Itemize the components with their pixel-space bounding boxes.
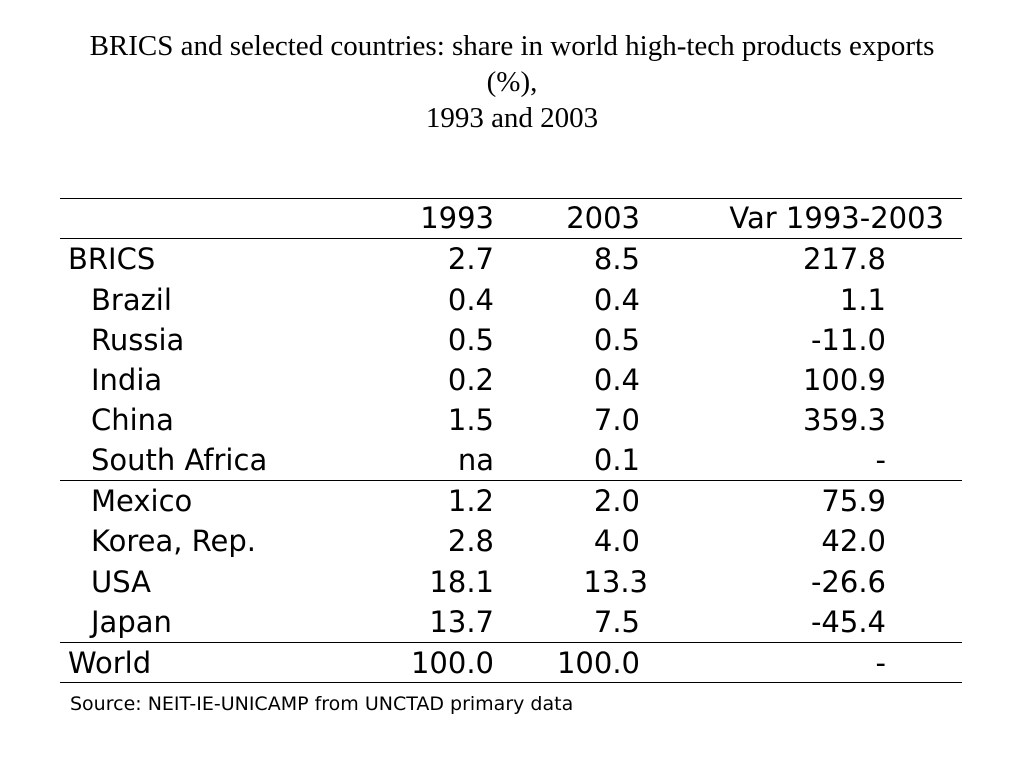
cell-1993: 0.4 xyxy=(447,283,494,317)
cell-var: 42.0 xyxy=(821,524,886,558)
title-line-1: BRICS and selected countries: share in w… xyxy=(89,30,935,62)
cell-var: -26.6 xyxy=(810,565,886,599)
cell-var: 75.9 xyxy=(821,484,886,518)
cell-var: -11.0 xyxy=(810,323,886,357)
row-name: South Africa xyxy=(91,443,268,477)
cell-1993: 1.2 xyxy=(447,484,494,518)
table-top-rule xyxy=(60,198,962,199)
cell-var: - xyxy=(875,443,886,477)
row-name: China xyxy=(91,403,174,437)
title-line-3: 1993 and 2003 xyxy=(425,102,599,134)
cell-var: 217.8 xyxy=(802,242,886,276)
header-var: Var 1993-2003 xyxy=(729,201,944,235)
cell-1993: 13.7 xyxy=(429,605,494,639)
cell-1993: 18.1 xyxy=(429,565,494,599)
world-top-rule xyxy=(60,642,962,643)
row-name: Russia xyxy=(91,323,185,357)
row-name: Japan xyxy=(91,605,172,639)
row-name: Korea, Rep. xyxy=(91,524,256,558)
cell-2003: 0.4 xyxy=(593,283,640,317)
cell-2003: 8.5 xyxy=(593,242,640,276)
row-name: India xyxy=(91,363,163,397)
cell-2003: 13.3 xyxy=(583,565,648,599)
row-name: BRICS xyxy=(68,242,156,276)
cell-2003: 7.5 xyxy=(593,605,640,639)
cell-1993: 2.8 xyxy=(447,524,494,558)
row-name: World xyxy=(68,646,152,680)
cell-2003: 4.0 xyxy=(593,524,640,558)
table-bottom-rule xyxy=(60,682,962,683)
cell-1993: 0.5 xyxy=(447,323,494,357)
cell-1993: 0.2 xyxy=(447,363,494,397)
row-name: Mexico xyxy=(91,484,193,518)
cell-2003: 0.4 xyxy=(593,363,640,397)
cell-2003: 0.5 xyxy=(593,323,640,357)
header-2003: 2003 xyxy=(566,201,640,235)
cell-1993: 100.0 xyxy=(410,646,494,680)
cell-var: 1.1 xyxy=(839,283,886,317)
cell-2003: 0.1 xyxy=(593,443,640,477)
cell-2003: 2.0 xyxy=(593,484,640,518)
cell-var: 100.9 xyxy=(802,363,886,397)
cell-var: 359.3 xyxy=(802,403,886,437)
cell-1993: 2.7 xyxy=(447,242,494,276)
cell-2003: 7.0 xyxy=(593,403,640,437)
cell-var: -45.4 xyxy=(810,605,886,639)
brics-group-bottom-rule xyxy=(60,480,962,481)
cell-var: - xyxy=(875,646,886,680)
title-line-2: (%), xyxy=(486,66,538,98)
source-note: Source: NEIT-IE-UNICAMP from UNCTAD prim… xyxy=(70,693,574,715)
header-1993: 1993 xyxy=(420,201,494,235)
row-name: USA xyxy=(91,565,152,599)
row-name: Brazil xyxy=(91,283,172,317)
cell-1993: 1.5 xyxy=(447,403,494,437)
table-title: BRICS and selected countries: share in w… xyxy=(0,28,1024,136)
cell-1993: na xyxy=(457,443,494,477)
cell-2003: 100.0 xyxy=(556,646,640,680)
header-bottom-rule xyxy=(60,238,962,239)
